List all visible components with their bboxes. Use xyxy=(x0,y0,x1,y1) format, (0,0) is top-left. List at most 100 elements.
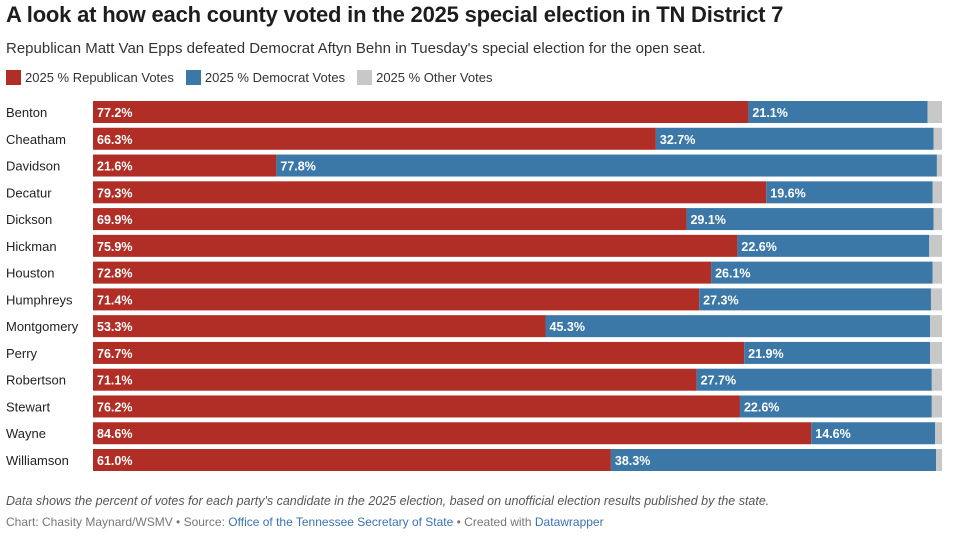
legend-label: 2025 % Other Votes xyxy=(376,70,493,85)
bar-segment-democrat xyxy=(711,261,933,284)
bar-segment-other xyxy=(933,208,942,231)
source-link[interactable]: Office of the Tennessee Secretary of Sta… xyxy=(228,515,454,529)
bar-segment-other xyxy=(930,315,942,338)
data-label: 79.3% xyxy=(97,186,132,200)
bar-segment-other xyxy=(932,261,942,284)
bar-segment-other xyxy=(936,449,942,472)
bar-segment-democrat xyxy=(686,208,934,231)
data-label: 27.7% xyxy=(701,374,736,388)
legend-item-republican: 2025 % Republican Votes xyxy=(6,70,174,85)
category-label: Decatur xyxy=(6,185,52,200)
bar-segment-republican xyxy=(93,101,749,123)
bar-segment-republican xyxy=(93,154,277,177)
bar-segment-other xyxy=(927,101,942,123)
category-label: Cheatham xyxy=(6,132,66,147)
data-label: 61.0% xyxy=(97,454,132,468)
bar-segment-democrat xyxy=(811,422,936,445)
data-label: 14.6% xyxy=(815,427,850,441)
bar-segment-democrat xyxy=(610,449,937,472)
data-label: 71.1% xyxy=(97,374,132,388)
bar-segment-democrat xyxy=(744,341,931,364)
bar-segment-republican xyxy=(93,449,611,472)
data-label: 38.3% xyxy=(615,454,650,468)
data-label: 21.9% xyxy=(748,347,783,361)
legend-label: 2025 % Republican Votes xyxy=(25,70,174,85)
bar-segment-republican xyxy=(93,395,740,418)
data-label: 22.6% xyxy=(741,240,776,254)
bar-segment-democrat xyxy=(699,288,931,311)
data-label: 77.8% xyxy=(280,160,315,174)
chart-notes: Data shows the percent of votes for each… xyxy=(6,494,770,508)
category-label: Humphreys xyxy=(6,292,73,307)
legend-item-democrat: 2025 % Democrat Votes xyxy=(185,70,346,85)
data-label: 26.1% xyxy=(715,267,750,281)
bar-segment-republican xyxy=(93,208,687,231)
data-label: 75.9% xyxy=(97,240,132,254)
bar-segment-democrat xyxy=(696,368,932,391)
data-label: 69.9% xyxy=(97,213,132,227)
data-label: 66.3% xyxy=(97,133,132,147)
legend-swatch-other xyxy=(357,70,373,85)
bar-segment-republican xyxy=(93,288,700,311)
bar-segment-other xyxy=(933,127,942,150)
bar-segment-republican xyxy=(93,315,546,338)
credit-text: • Created with xyxy=(453,515,535,529)
bar-segment-republican xyxy=(93,127,656,150)
data-label: 53.3% xyxy=(97,320,132,334)
category-label: Williamson xyxy=(6,453,69,468)
legend-item-other: 2025 % Other Votes xyxy=(357,70,492,85)
category-label: Hickman xyxy=(6,239,57,254)
data-label: 21.6% xyxy=(97,160,132,174)
data-label: 84.6% xyxy=(97,427,132,441)
category-label: Stewart xyxy=(6,399,50,414)
bar-segment-democrat xyxy=(545,315,931,338)
bar-segment-republican xyxy=(93,181,767,204)
bar-segment-other xyxy=(930,341,942,364)
bar-segment-democrat xyxy=(276,154,937,177)
datawrapper-link[interactable]: Datawrapper xyxy=(534,515,604,529)
data-label: 72.8% xyxy=(97,267,132,281)
bar-segment-other xyxy=(935,422,942,445)
data-label: 19.6% xyxy=(770,186,805,200)
bar-segment-republican xyxy=(93,368,697,391)
legend-label: 2025 % Democrat Votes xyxy=(204,70,346,85)
legend-swatch-democrat xyxy=(185,70,201,85)
category-label: Davidson xyxy=(6,159,60,174)
category-label: Perry xyxy=(6,346,38,361)
data-label: 22.6% xyxy=(744,400,779,414)
bar-segment-democrat xyxy=(655,127,934,150)
bar-segment-republican xyxy=(93,234,738,257)
credit-text: Chart: Chasity Maynard/WSMV • Source: xyxy=(6,515,229,529)
data-label: 21.1% xyxy=(752,106,787,120)
category-label: Benton xyxy=(6,105,47,120)
bar-segment-other xyxy=(931,368,942,391)
bar-segment-republican xyxy=(93,422,812,445)
data-label: 27.3% xyxy=(703,293,738,307)
bar-segment-democrat xyxy=(766,181,933,204)
bar-segment-other xyxy=(936,154,942,177)
bar-segment-other xyxy=(932,181,942,204)
data-label: 77.2% xyxy=(97,106,132,120)
category-label: Houston xyxy=(6,266,54,281)
data-label: 29.1% xyxy=(690,213,725,227)
data-label: 71.4% xyxy=(97,293,132,307)
bar-segment-republican xyxy=(93,261,712,284)
bar-segment-other xyxy=(931,395,942,418)
data-label: 76.2% xyxy=(97,400,132,414)
bar-segment-other xyxy=(929,234,942,257)
data-label: 45.3% xyxy=(550,320,585,334)
category-label: Montgomery xyxy=(6,319,79,334)
chart-title: A look at how each county voted in the 2… xyxy=(6,2,784,27)
bar-segment-democrat xyxy=(739,395,932,418)
category-label: Wayne xyxy=(6,426,46,441)
bar-segment-republican xyxy=(93,341,745,364)
chart-credit: Chart: Chasity Maynard/WSMV • Source: Of… xyxy=(6,515,604,529)
data-label: 32.7% xyxy=(660,133,695,147)
data-label: 76.7% xyxy=(97,347,132,361)
category-label: Dickson xyxy=(6,212,52,227)
bar-segment-democrat xyxy=(737,234,930,257)
legend-swatch-republican xyxy=(6,70,21,85)
bar-segment-other xyxy=(930,288,942,311)
bar-segment-democrat xyxy=(748,101,928,123)
